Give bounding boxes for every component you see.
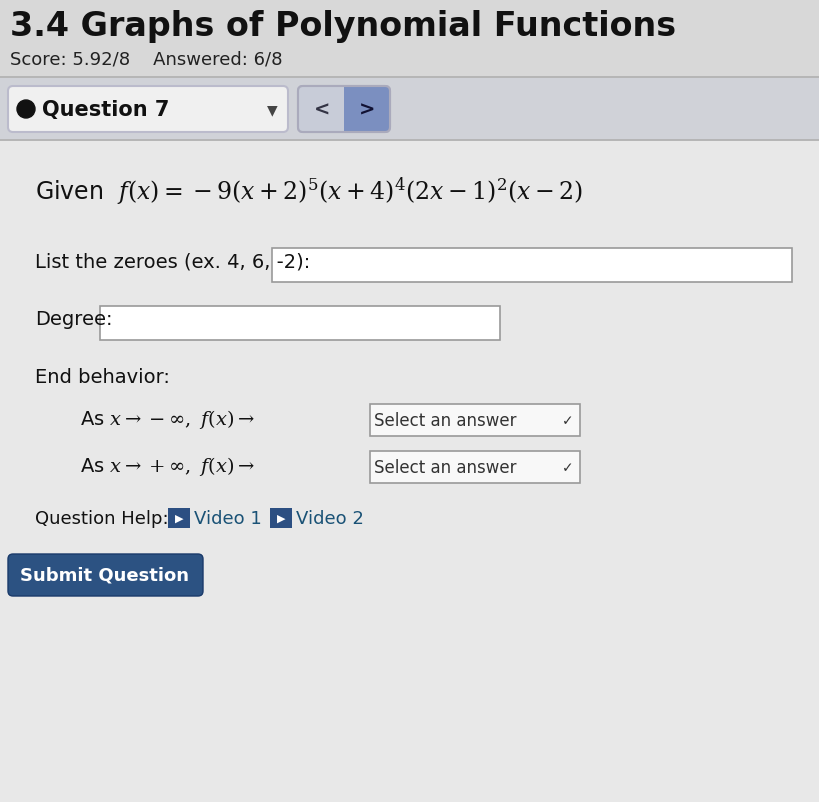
Text: Submit Question: Submit Question [20,566,189,585]
Text: Video 1: Video 1 [194,509,262,528]
Text: ▶: ▶ [277,513,285,524]
Bar [272,249,792,282]
Text: Given  $f(x) = -9(x+2)^5(x+4)^4(2x-1)^2(x-2)$: Given $f(x) = -9(x+2)^5(x+4)^4(2x-1)^2(x… [35,175,583,206]
Text: Video 2: Video 2 [296,509,364,528]
Text: ▶: ▶ [174,513,183,524]
Text: Score: 5.92/8    Answered: 6/8: Score: 5.92/8 Answered: 6/8 [10,50,283,68]
Text: Question Help:: Question Help: [35,509,169,528]
Text: ▼: ▼ [267,103,278,117]
Text: Degree:: Degree: [35,310,112,329]
Bar [370,404,580,436]
Text: As $x \rightarrow -\infty,\ f(x) \rightarrow$: As $x \rightarrow -\infty,\ f(x) \righta… [80,407,256,431]
Text: Select an answer: Select an answer [374,459,517,476]
Text: 3.4 Graphs of Polynomial Functions: 3.4 Graphs of Polynomial Functions [10,10,676,43]
Text: As $x \rightarrow +\infty,\ f(x) \rightarrow$: As $x \rightarrow +\infty,\ f(x) \righta… [80,455,256,477]
FancyBboxPatch shape [8,87,288,133]
Circle shape [17,101,35,119]
Text: Question 7: Question 7 [42,100,170,119]
Bar [168,508,190,529]
Bar [344,88,389,132]
Bar [0,142,819,802]
Text: ✓: ✓ [562,460,574,475]
Bar [100,306,500,341]
Bar [299,88,344,132]
FancyBboxPatch shape [298,87,390,133]
Bar [270,508,292,529]
Bar [370,452,580,484]
Text: List the zeroes (ex. 4, 6, -2):: List the zeroes (ex. 4, 6, -2): [35,252,310,270]
Text: Select an answer: Select an answer [374,411,517,429]
Text: End behavior:: End behavior: [35,367,170,387]
Text: <: < [314,100,330,119]
Text: >: > [359,100,375,119]
FancyBboxPatch shape [8,554,203,596]
Bar [0,79,819,141]
Text: ✓: ✓ [562,414,574,427]
